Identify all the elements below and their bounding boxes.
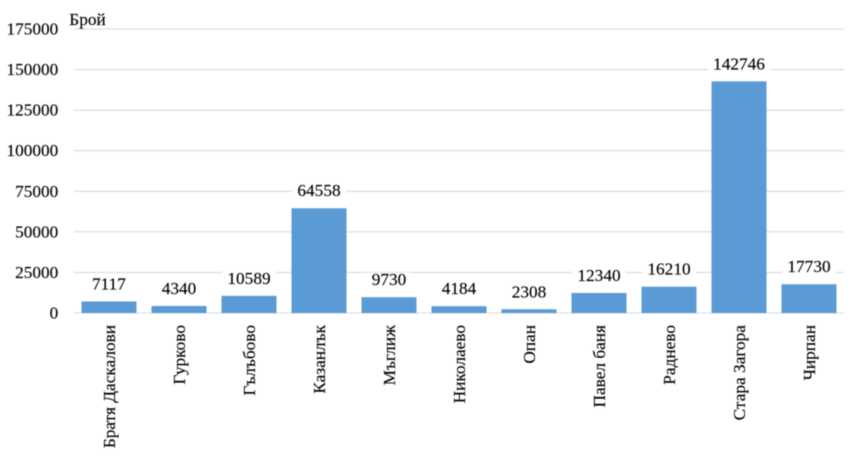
svg-text:12340: 12340 <box>577 266 620 285</box>
svg-text:125000: 125000 <box>6 101 58 120</box>
svg-text:100000: 100000 <box>6 141 58 160</box>
svg-text:Гълъбово: Гълъбово <box>240 325 259 396</box>
svg-text:Николаево: Николаево <box>450 325 469 403</box>
svg-text:Гурково: Гурково <box>170 325 189 384</box>
svg-text:0: 0 <box>50 304 59 323</box>
svg-text:Опан: Опан <box>520 325 539 364</box>
svg-text:Павел баня: Павел баня <box>590 325 609 408</box>
svg-text:25000: 25000 <box>15 263 58 282</box>
svg-text:9730: 9730 <box>372 270 407 289</box>
svg-text:Раднево: Раднево <box>660 325 679 385</box>
svg-text:64558: 64558 <box>297 181 340 200</box>
svg-text:150000: 150000 <box>6 60 58 79</box>
svg-text:4184: 4184 <box>442 279 477 298</box>
svg-text:50000: 50000 <box>15 222 58 241</box>
svg-text:175000: 175000 <box>6 20 58 39</box>
svg-text:16210: 16210 <box>647 260 690 279</box>
svg-text:Казанлък: Казанлък <box>310 324 329 393</box>
svg-text:Брой: Брой <box>69 10 105 29</box>
svg-text:Братя Даскалови: Братя Даскалови <box>100 325 119 448</box>
svg-text:10589: 10589 <box>227 269 270 288</box>
svg-text:Чирпан: Чирпан <box>800 325 819 380</box>
svg-text:2308: 2308 <box>512 282 547 301</box>
svg-text:7117: 7117 <box>92 274 126 293</box>
svg-text:142746: 142746 <box>713 54 765 73</box>
svg-text:Мъглиж: Мъглиж <box>380 324 399 385</box>
svg-text:Стара Загора: Стара Загора <box>730 325 749 421</box>
svg-text:4340: 4340 <box>162 279 197 298</box>
svg-text:17730: 17730 <box>787 257 830 276</box>
svg-text:75000: 75000 <box>15 182 58 201</box>
